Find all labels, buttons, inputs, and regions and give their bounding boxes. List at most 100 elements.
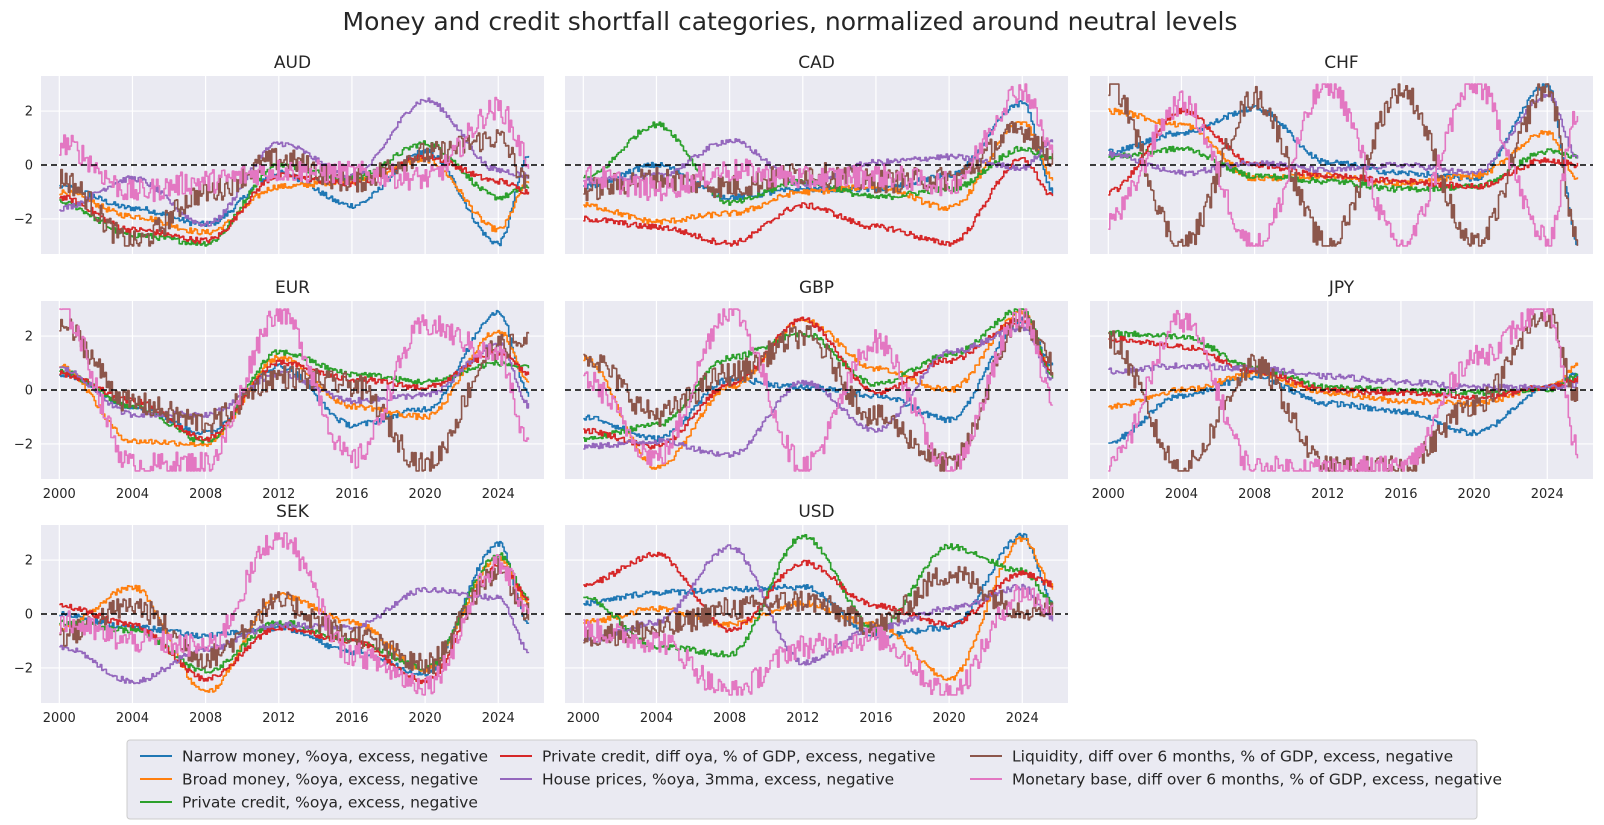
x-tick-label: 2004 — [640, 711, 673, 726]
x-tick-label: 2016 — [859, 711, 892, 726]
x-tick-label: 2020 — [933, 711, 966, 726]
series-line-chf-7 — [1108, 83, 1579, 247]
panel-cad: CAD — [565, 53, 1068, 254]
series-line-sek-6 — [59, 557, 530, 675]
y-tick-label: −2 — [14, 212, 33, 227]
x-tick-label: 2000 — [567, 711, 600, 726]
series-line-eur-3 — [59, 349, 530, 444]
y-tick-label: 0 — [25, 608, 33, 623]
y-tick-label: −2 — [14, 661, 33, 676]
series-line-jpy-1 — [1108, 372, 1579, 444]
series-line-sek-7 — [59, 532, 530, 696]
series-line-gbp-2 — [583, 310, 1054, 470]
panel-sek: SEK −2 0 2 2000 2004 2008 2012 2016 2020 2024 — [14, 502, 544, 726]
series-line-usd-6 — [583, 565, 1054, 647]
x-tick-label: 2012 — [262, 487, 295, 502]
series-line-usd-4 — [583, 551, 1054, 633]
panel-title-chf: CHF — [1324, 53, 1358, 73]
legend-label-3: Private credit, %oya, excess, negative — [182, 794, 478, 812]
series-line-gbp-5 — [583, 324, 1054, 458]
legend-label-4: Private credit, diff oya, % of GDP, exce… — [542, 748, 936, 766]
legend-label-1: Narrow money, %oya, excess, negative — [182, 748, 488, 766]
x-tick-label: 2016 — [335, 487, 368, 502]
series-line-chf-2 — [1108, 107, 1579, 187]
x-tick-label: 2000 — [1092, 487, 1125, 502]
panel-eur: EUR −2 0 2 2000 2004 2008 2012 2016 2020 2024 — [14, 278, 544, 502]
series-line-eur-7 — [59, 308, 530, 472]
series-line-aud-6 — [59, 129, 530, 247]
panel-title-gbp: GBP — [799, 278, 834, 298]
series-line-cad-4 — [583, 157, 1054, 247]
legend-label-5: House prices, %oya, 3mma, excess, negati… — [542, 771, 894, 789]
series-line-jpy-7 — [1108, 308, 1579, 472]
panel-jpy: JPY 2000 2004 2008 2012 2016 2020 2024 — [1090, 278, 1593, 502]
x-tick-label: 2012 — [262, 711, 295, 726]
y-tick-label: 2 — [25, 554, 33, 569]
legend-label-7: Monetary base, diff over 6 months, % of … — [1012, 771, 1502, 789]
x-tick-label: 2008 — [1238, 487, 1271, 502]
x-tick-label: 2004 — [116, 711, 149, 726]
series-line-usd-2 — [583, 536, 1054, 681]
panel-title-cad: CAD — [798, 53, 835, 73]
y-tick-label: 2 — [25, 330, 33, 345]
panel-title-aud: AUD — [274, 53, 311, 73]
series-line-usd-1 — [583, 532, 1054, 639]
panel-title-usd: USD — [798, 502, 834, 522]
legend-box — [126, 739, 1478, 820]
series-line-usd-7 — [583, 584, 1054, 696]
x-tick-label: 2016 — [1384, 487, 1417, 502]
x-tick-label: 2012 — [786, 711, 819, 726]
series-line-gbp-4 — [583, 316, 1054, 450]
x-tick-label: 2004 — [116, 487, 149, 502]
series-line-sek-3 — [59, 552, 530, 674]
x-tick-label: 2024 — [1006, 711, 1039, 726]
series-line-jpy-5 — [1108, 362, 1579, 391]
x-tick-label: 2016 — [335, 711, 368, 726]
x-tick-label: 2024 — [482, 487, 515, 502]
panel-chf: CHF — [1090, 53, 1593, 254]
x-tick-label: 2008 — [713, 711, 746, 726]
series-line-aud-2 — [59, 156, 530, 236]
legend-label-2: Broad money, %oya, excess, negative — [182, 771, 478, 789]
x-tick-label: 2020 — [409, 487, 442, 502]
legend-label-6: Liquidity, diff over 6 months, % of GDP,… — [1012, 748, 1453, 766]
series-line-jpy-4 — [1108, 335, 1579, 400]
x-tick-label: 2024 — [482, 711, 515, 726]
x-tick-label: 2012 — [1311, 487, 1344, 502]
x-tick-label: 2024 — [1531, 487, 1564, 502]
series-line-jpy-6 — [1108, 308, 1579, 472]
series-line-sek-5 — [59, 586, 530, 685]
panel-usd: USD 2000 2004 2008 2012 2016 2020 2024 — [565, 502, 1068, 726]
x-tick-label: 2000 — [43, 711, 76, 726]
panel-title-jpy: JPY — [1328, 278, 1355, 298]
y-tick-label: 0 — [25, 159, 33, 174]
x-tick-label: 2020 — [409, 711, 442, 726]
series-line-aud-5 — [59, 97, 530, 227]
panels-group: AUD −2 0 2 CAD CHF EUR −2 0 2 2000 2004 2008 2012 2016… — [14, 53, 1593, 726]
series-line-chf-6 — [1108, 83, 1579, 247]
series-line-aud-7 — [59, 96, 530, 203]
panel-gbp: GBP — [565, 278, 1068, 479]
panel-title-eur: EUR — [275, 278, 310, 298]
panel-title-sek: SEK — [276, 502, 310, 522]
series-line-eur-2 — [59, 329, 530, 447]
series-line-gbp-7 — [583, 308, 1054, 472]
y-tick-label: −2 — [14, 437, 33, 452]
chart-title: Money and credit shortfall categories, n… — [343, 7, 1238, 36]
series-line-chf-5 — [1108, 92, 1579, 177]
series-line-cad-2 — [583, 121, 1054, 225]
x-tick-label: 2020 — [1458, 487, 1491, 502]
series-line-cad-7 — [583, 83, 1054, 202]
series-line-eur-6 — [59, 318, 530, 472]
series-line-jpy-2 — [1108, 362, 1579, 410]
series-line-aud-4 — [59, 154, 530, 244]
y-tick-label: 0 — [25, 384, 33, 399]
y-tick-label: 2 — [25, 105, 33, 120]
x-tick-label: 2000 — [43, 487, 76, 502]
x-tick-label: 2004 — [1165, 487, 1198, 502]
legend: Narrow money, %oya, excess, negative Broa… — [126, 739, 1502, 820]
series-line-chf-3 — [1108, 145, 1579, 193]
series-line-usd-3 — [583, 534, 1054, 658]
panel-aud: AUD −2 0 2 — [14, 53, 544, 254]
